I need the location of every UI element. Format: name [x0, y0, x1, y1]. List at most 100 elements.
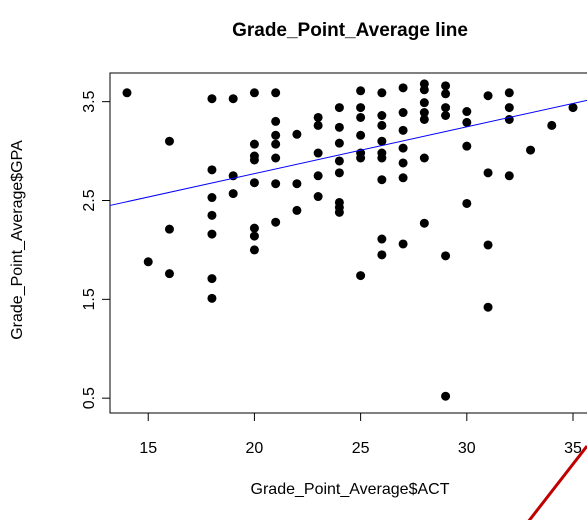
point — [356, 130, 366, 140]
point — [441, 391, 451, 401]
point — [419, 108, 429, 118]
point — [164, 224, 174, 234]
y-tick-label: 0.5 — [81, 387, 98, 409]
point — [271, 179, 281, 189]
plot-frame — [109, 72, 587, 414]
point — [526, 145, 536, 155]
point — [462, 141, 472, 151]
point — [292, 205, 302, 215]
point — [377, 153, 387, 163]
point — [441, 251, 451, 261]
x-tick-label: 35 — [564, 440, 582, 457]
point — [334, 168, 344, 178]
point — [483, 240, 493, 250]
point — [228, 94, 238, 104]
point — [377, 136, 387, 146]
point — [356, 86, 366, 96]
point — [228, 189, 238, 199]
point — [377, 120, 387, 130]
y-axis-label: Grade_Point_Average$GPA — [9, 140, 26, 340]
point — [547, 120, 557, 130]
point — [462, 107, 472, 117]
point — [483, 91, 493, 101]
point — [419, 114, 429, 124]
point — [292, 129, 302, 139]
point — [313, 171, 323, 181]
point — [164, 269, 174, 279]
point — [504, 103, 514, 113]
x-axis-label: Grade_Point_Average$ACT — [251, 481, 450, 498]
point — [292, 179, 302, 189]
point — [313, 148, 323, 158]
x-tick-label: 20 — [246, 440, 264, 457]
point — [249, 245, 259, 255]
point — [356, 153, 366, 163]
point — [483, 168, 493, 178]
point — [504, 171, 514, 181]
point — [271, 88, 281, 98]
y-tick-label: 1.5 — [81, 288, 98, 310]
point — [313, 120, 323, 130]
point — [398, 108, 408, 118]
y-tick-label: 2.5 — [81, 189, 98, 211]
point — [419, 218, 429, 228]
point — [164, 136, 174, 146]
point — [398, 125, 408, 135]
point — [207, 274, 217, 284]
point — [334, 103, 344, 113]
point — [207, 229, 217, 239]
y-tick-label: 3.5 — [81, 90, 98, 112]
point — [377, 88, 387, 98]
point — [441, 103, 451, 113]
point — [249, 223, 259, 233]
point — [271, 116, 281, 126]
point — [568, 103, 578, 113]
x-tick-label: 15 — [139, 440, 157, 457]
point — [207, 94, 217, 104]
point — [334, 207, 344, 217]
point — [143, 257, 153, 267]
point — [271, 217, 281, 227]
point — [377, 111, 387, 120]
point — [377, 234, 387, 244]
point — [207, 165, 217, 175]
point — [313, 112, 323, 122]
x-tick-label: 25 — [352, 440, 370, 457]
point — [483, 302, 493, 312]
fit-line — [109, 99, 587, 206]
point — [441, 81, 451, 91]
point — [356, 112, 366, 122]
chart-title: Grade_Point_Average line — [232, 20, 468, 41]
point — [462, 198, 472, 208]
point — [271, 153, 281, 163]
point — [398, 158, 408, 168]
point — [356, 103, 366, 113]
point — [398, 239, 408, 249]
point — [249, 178, 259, 188]
point — [313, 192, 323, 202]
point — [504, 88, 514, 98]
point — [207, 210, 217, 220]
point — [377, 175, 387, 185]
point — [441, 111, 451, 120]
point — [419, 153, 429, 163]
point — [398, 83, 408, 93]
point — [271, 130, 281, 140]
point — [419, 98, 429, 108]
x-tick-label: 30 — [458, 440, 476, 457]
point — [122, 88, 132, 98]
point — [207, 193, 217, 203]
point — [334, 138, 344, 148]
point — [441, 89, 451, 99]
point — [249, 139, 259, 149]
point — [356, 271, 366, 281]
point — [271, 139, 281, 149]
point — [207, 293, 217, 303]
point — [462, 117, 472, 127]
point — [249, 231, 259, 241]
point — [249, 155, 259, 165]
point — [334, 122, 344, 132]
point — [419, 85, 429, 95]
annotation-arrow — [527, 445, 587, 520]
